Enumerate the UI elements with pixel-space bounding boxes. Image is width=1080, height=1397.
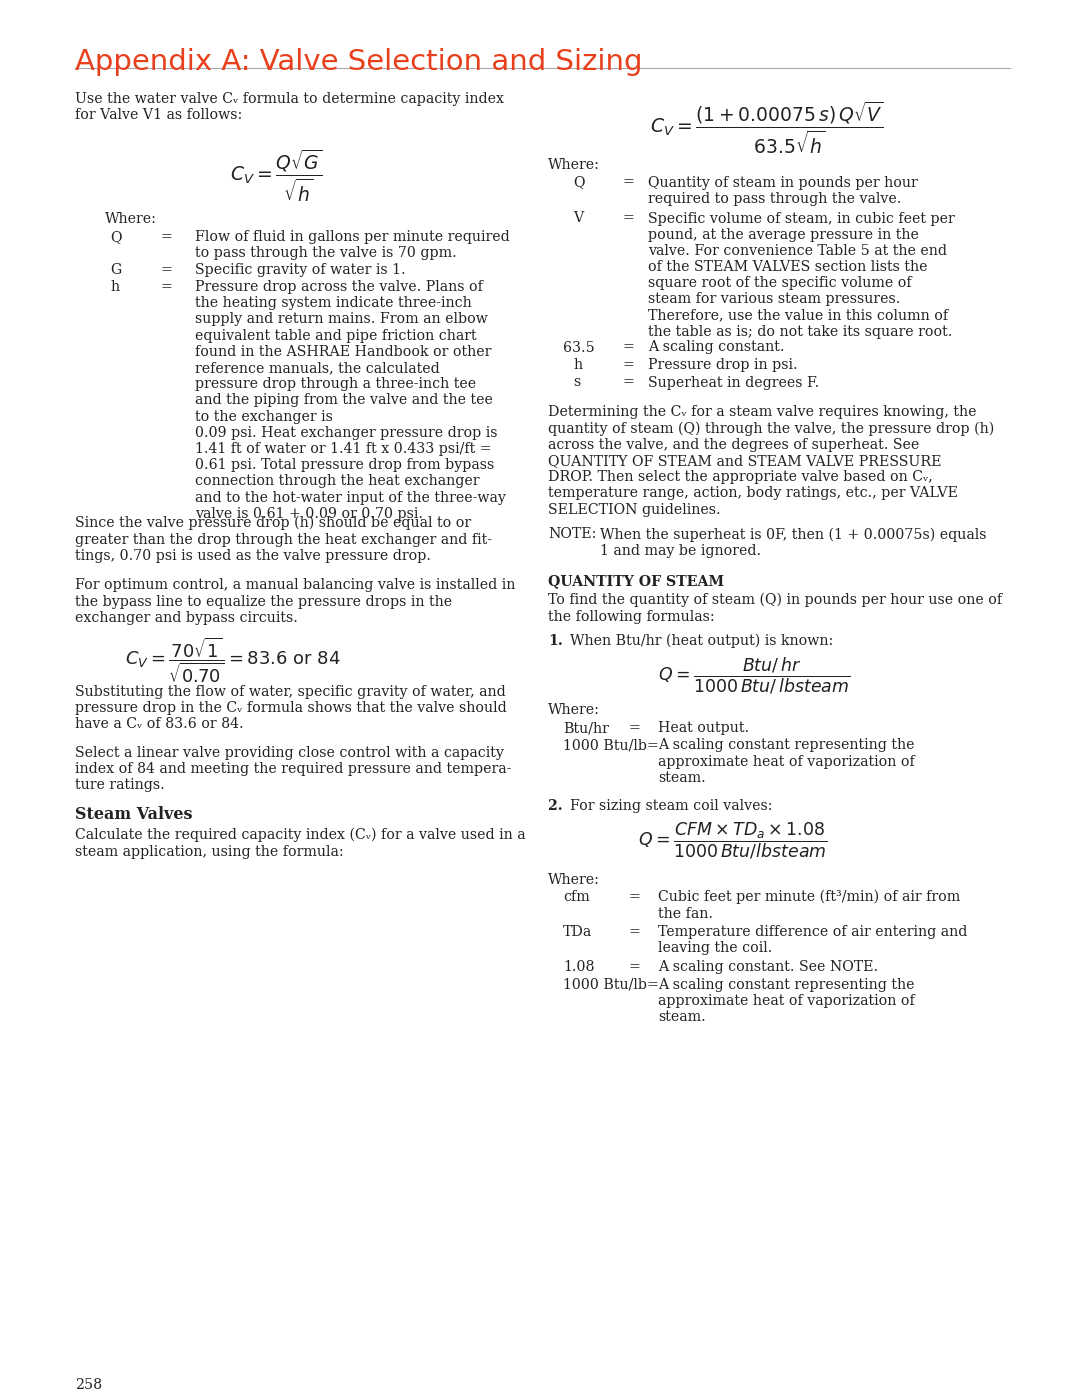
Text: =: = bbox=[627, 890, 639, 904]
Text: To find the quantity of steam (Q) in pounds per hour use one of
the following fo: To find the quantity of steam (Q) in pou… bbox=[548, 592, 1002, 623]
Text: $Q = \dfrac{\mathit{CFM} \times \mathit{TD}_a \times 1.08}{1000\,\mathit{Btu/lbs: $Q = \dfrac{\mathit{CFM} \times \mathit{… bbox=[638, 820, 827, 861]
Text: Flow of fluid in gallons per minute required
to pass through the valve is 70 gpm: Flow of fluid in gallons per minute requ… bbox=[195, 231, 510, 260]
Text: =: = bbox=[623, 376, 635, 390]
Text: Calculate the required capacity index (Cᵥ) for a valve used in a
steam applicati: Calculate the required capacity index (C… bbox=[75, 828, 526, 859]
Text: =: = bbox=[627, 925, 639, 939]
Text: A scaling constant representing the
approximate heat of vaporization of
steam.: A scaling constant representing the appr… bbox=[658, 739, 915, 785]
Text: =: = bbox=[623, 211, 635, 225]
Text: TDa: TDa bbox=[563, 925, 592, 939]
Text: 1.: 1. bbox=[548, 634, 563, 648]
Text: A scaling constant representing the
approximate heat of vaporization of
steam.: A scaling constant representing the appr… bbox=[658, 978, 915, 1024]
Text: $C_V = \dfrac{Q\sqrt{G}}{\sqrt{h}}$: $C_V = \dfrac{Q\sqrt{G}}{\sqrt{h}}$ bbox=[230, 148, 323, 204]
Text: Where:: Where: bbox=[548, 158, 600, 172]
Text: $Q = \dfrac{\mathit{Btu/\,hr}}{1000\,\mathit{Btu/\,lbsteam}}$: $Q = \dfrac{\mathit{Btu/\,hr}}{1000\,\ma… bbox=[658, 655, 850, 696]
Text: Where:: Where: bbox=[105, 212, 157, 226]
Text: Where:: Where: bbox=[548, 873, 600, 887]
Text: When the superheat is 0F, then (1 + 0.00075s) equals
1 and may be ignored.: When the superheat is 0F, then (1 + 0.00… bbox=[600, 528, 986, 557]
Text: 1000 Btu/lb=: 1000 Btu/lb= bbox=[563, 978, 659, 992]
Text: A scaling constant. See NOTE.: A scaling constant. See NOTE. bbox=[658, 960, 878, 974]
Text: Select a linear valve providing close control with a capacity
index of 84 and me: Select a linear valve providing close co… bbox=[75, 746, 511, 792]
Text: =: = bbox=[160, 279, 172, 293]
Text: $C_V = \dfrac{(1+0.00075\,s)\,Q\sqrt{V}}{63.5\sqrt{h}}$: $C_V = \dfrac{(1+0.00075\,s)\,Q\sqrt{V}}… bbox=[650, 101, 883, 156]
Text: Since the valve pressure drop (h) should be equal to or
greater than the drop th: Since the valve pressure drop (h) should… bbox=[75, 515, 492, 563]
Text: h: h bbox=[110, 279, 119, 293]
Text: 258: 258 bbox=[75, 1377, 103, 1391]
Text: Superheat in degrees F.: Superheat in degrees F. bbox=[648, 376, 820, 390]
Text: V: V bbox=[573, 211, 583, 225]
Text: 1000 Btu/lb=: 1000 Btu/lb= bbox=[563, 739, 659, 753]
Text: =: = bbox=[627, 721, 639, 735]
Text: A scaling constant.: A scaling constant. bbox=[648, 341, 784, 355]
Text: 1.08: 1.08 bbox=[563, 960, 594, 974]
Text: Use the water valve Cᵥ formula to determine capacity index
for Valve V1 as follo: Use the water valve Cᵥ formula to determ… bbox=[75, 92, 504, 122]
Text: Pressure drop across the valve. Plans of
the heating system indicate three-inch
: Pressure drop across the valve. Plans of… bbox=[195, 279, 505, 521]
Text: G: G bbox=[110, 263, 121, 277]
Text: Specific volume of steam, in cubic feet per
pound, at the average pressure in th: Specific volume of steam, in cubic feet … bbox=[648, 211, 955, 339]
Text: When Btu/hr (heat output) is known:: When Btu/hr (heat output) is known: bbox=[570, 634, 834, 648]
Text: =: = bbox=[160, 231, 172, 244]
Text: =: = bbox=[160, 263, 172, 277]
Text: For sizing steam coil valves:: For sizing steam coil valves: bbox=[570, 799, 772, 813]
Text: =: = bbox=[623, 176, 635, 190]
Text: $C_V = \dfrac{70\sqrt{1}}{\sqrt{0.70}} = 83.6\text{ or }84$: $C_V = \dfrac{70\sqrt{1}}{\sqrt{0.70}} =… bbox=[125, 636, 340, 685]
Text: Where:: Where: bbox=[548, 704, 600, 718]
Text: Determining the Cᵥ for a steam valve requires knowing, the
quantity of steam (Q): Determining the Cᵥ for a steam valve req… bbox=[548, 405, 995, 517]
Text: Temperature difference of air entering and
leaving the coil.: Temperature difference of air entering a… bbox=[658, 925, 968, 956]
Text: =: = bbox=[623, 358, 635, 372]
Text: Substituting the flow of water, specific gravity of water, and
pressure drop in : Substituting the flow of water, specific… bbox=[75, 685, 507, 732]
Text: Heat output.: Heat output. bbox=[658, 721, 750, 735]
Text: Steam Valves: Steam Valves bbox=[75, 806, 192, 823]
Text: Pressure drop in psi.: Pressure drop in psi. bbox=[648, 358, 798, 372]
Text: cfm: cfm bbox=[563, 890, 590, 904]
Text: For optimum control, a manual balancing valve is installed in
the bypass line to: For optimum control, a manual balancing … bbox=[75, 578, 515, 624]
Text: Appendix A: Valve Selection and Sizing: Appendix A: Valve Selection and Sizing bbox=[75, 47, 643, 75]
Text: Cubic feet per minute (ft³/min) of air from
the fan.: Cubic feet per minute (ft³/min) of air f… bbox=[658, 890, 960, 921]
Text: =: = bbox=[623, 341, 635, 355]
Text: s: s bbox=[573, 376, 580, 390]
Text: 63.5: 63.5 bbox=[563, 341, 595, 355]
Text: h: h bbox=[573, 358, 582, 372]
Text: Specific gravity of water is 1.: Specific gravity of water is 1. bbox=[195, 263, 406, 277]
Text: Btu/hr: Btu/hr bbox=[563, 721, 609, 735]
Text: =: = bbox=[627, 960, 639, 974]
Text: Q: Q bbox=[573, 176, 584, 190]
Text: NOTE:: NOTE: bbox=[548, 528, 596, 542]
Text: 2.: 2. bbox=[548, 799, 563, 813]
Text: Q: Q bbox=[110, 231, 121, 244]
Text: Quantity of steam in pounds per hour
required to pass through the valve.: Quantity of steam in pounds per hour req… bbox=[648, 176, 918, 205]
Text: QUANTITY OF STEAM: QUANTITY OF STEAM bbox=[548, 574, 724, 588]
